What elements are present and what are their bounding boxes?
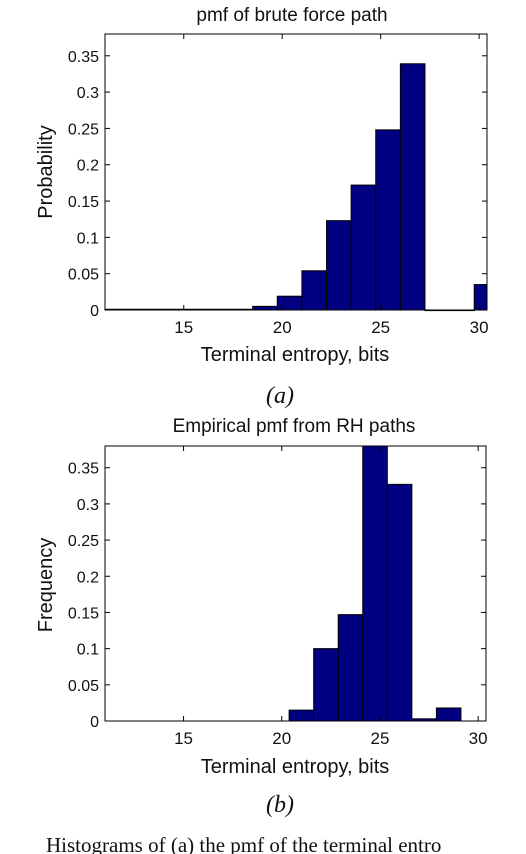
histogram-bar (313, 648, 339, 722)
ticks-group-b: 15 20 25 30 0 0.05 0.1 0.15 0.2 0.25 0.3 0.35 (68, 446, 488, 748)
y-tick-label: 0.05 (68, 267, 99, 284)
histogram-panel-a: pmf of brute force path 15 20 25 30 0 0.05 0.1… (35, 5, 489, 409)
y-tick-label: 0.3 (77, 497, 99, 514)
chart-title-b: Empirical pmf from RH paths (173, 416, 416, 437)
bars-group-b (288, 445, 462, 722)
y-tick-label: 0.15 (68, 194, 99, 211)
histogram-bar (350, 184, 377, 311)
y-tick-label: 0.25 (68, 533, 99, 550)
chart-title-a: pmf of brute force path (196, 5, 387, 26)
histogram-bar (375, 129, 401, 311)
axes-box-a (104, 33, 488, 311)
histogram-panel-b: Empirical pmf from RH paths 15 20 25 30 0 0.0… (35, 416, 488, 818)
y-tick-label: 0.1 (77, 230, 99, 247)
y-axis-label-b: Frequency (35, 538, 57, 633)
histogram-bar (435, 707, 462, 722)
panel-label-b: (b) (266, 792, 294, 818)
plot-area-b (105, 446, 486, 721)
ticks-group-a: 15 20 25 30 0 0.05 0.1 0.15 0.2 0.25 0.3 0.35 (68, 34, 489, 337)
histogram-bar (252, 305, 278, 311)
x-tick-label: 25 (370, 729, 389, 748)
axes-box-b (104, 445, 487, 722)
x-tick-label: 15 (174, 729, 193, 748)
histogram-bar (276, 295, 303, 311)
x-tick-label: 20 (272, 729, 291, 748)
histogram-bar (288, 709, 315, 722)
y-tick-label: 0.1 (77, 642, 99, 659)
y-tick-label: 0.35 (68, 461, 99, 478)
x-tick-label: 15 (174, 318, 193, 337)
histogram-bar (399, 63, 426, 311)
histogram-bar (473, 284, 488, 311)
histogram-bar (301, 270, 328, 311)
figure-caption: Histograms of (a) the pmf of the termina… (46, 833, 441, 854)
y-tick-label: 0.05 (68, 678, 99, 695)
y-axis-label-a: Probability (35, 125, 57, 218)
x-tick-label: 30 (469, 729, 488, 748)
y-tick-label: 0.3 (77, 85, 99, 102)
y-tick-label: 0.35 (68, 49, 99, 66)
y-tick-label: 0.15 (68, 605, 99, 622)
x-tick-label: 25 (371, 318, 390, 337)
plot-area-a (105, 34, 487, 310)
y-tick-label: 0 (90, 714, 99, 731)
histogram-bar (326, 220, 352, 311)
histogram-bar (386, 483, 413, 722)
x-tick-label: 20 (273, 318, 292, 337)
x-axis-label-b: Terminal entropy, bits (201, 756, 390, 778)
x-tick-label: 30 (470, 318, 489, 337)
histogram-bar (362, 445, 388, 722)
x-axis-label-a: Terminal entropy, bits (201, 344, 390, 366)
y-tick-label: 0.2 (77, 158, 99, 175)
panel-label-a: (a) (266, 383, 294, 409)
y-tick-label: 0 (90, 303, 99, 320)
y-tick-label: 0.2 (77, 569, 99, 586)
bars-group-a (104, 63, 488, 312)
histogram-bar (337, 614, 364, 722)
y-tick-label: 0.25 (68, 121, 99, 138)
